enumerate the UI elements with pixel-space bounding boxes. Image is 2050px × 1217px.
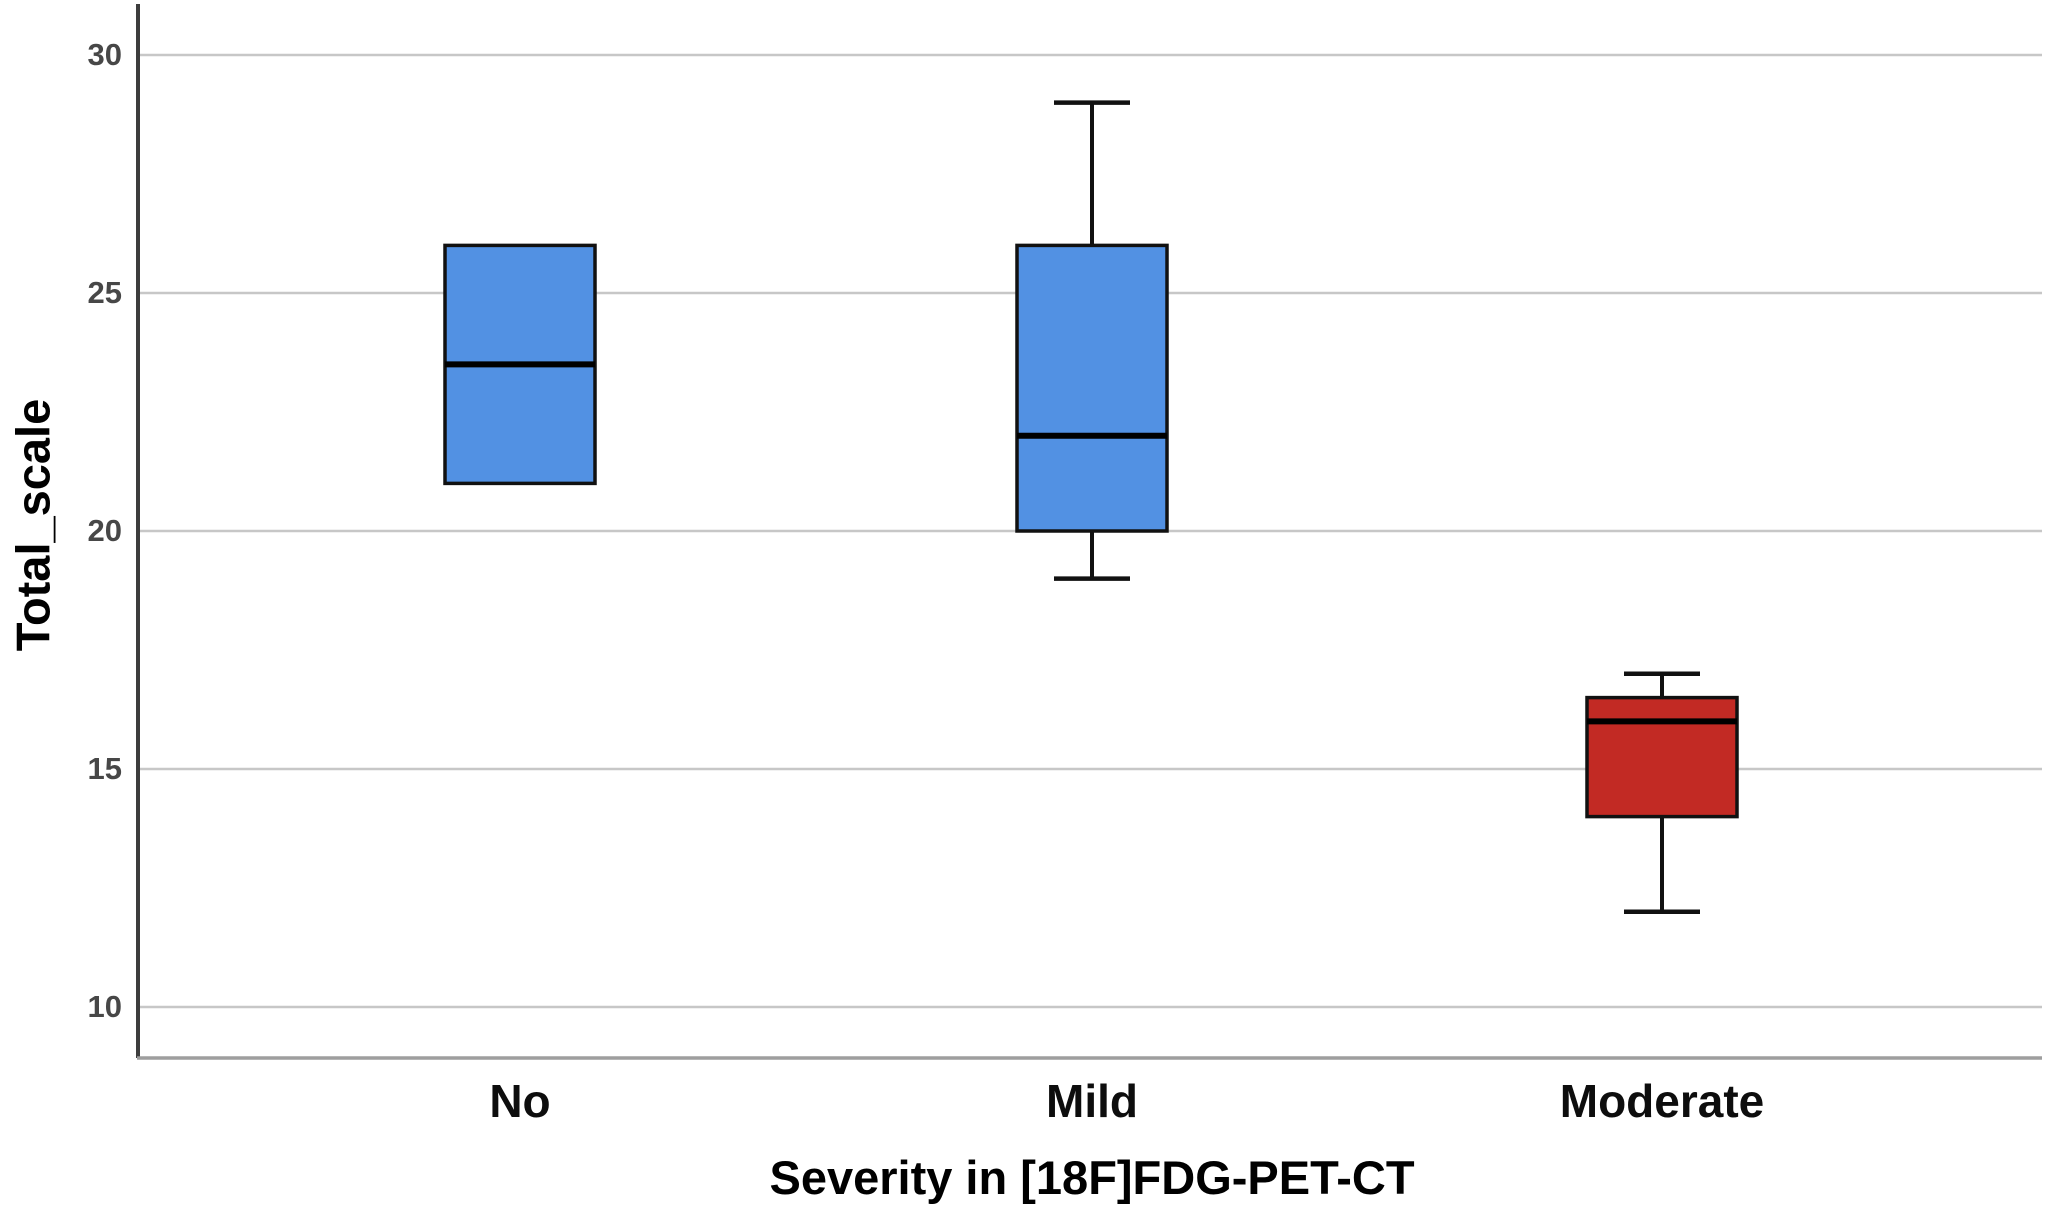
x-category-label-no: No (489, 1075, 551, 1127)
x-axis-title: Severity in [18F]FDG-PET-CT (769, 1151, 1415, 1204)
y-tick-label-10: 10 (87, 989, 122, 1024)
y-tick-label-15: 15 (87, 751, 122, 786)
box-moderate (1585, 695, 1739, 819)
x-category-label-mild: Mild (1046, 1075, 1138, 1127)
y-tick-label-25: 25 (87, 275, 122, 310)
box-mild (1015, 243, 1169, 533)
y-tick-label-20: 20 (87, 513, 122, 548)
y-tick-label-30: 30 (87, 37, 122, 72)
x-category-label-moderate: Moderate (1559, 1075, 1765, 1127)
